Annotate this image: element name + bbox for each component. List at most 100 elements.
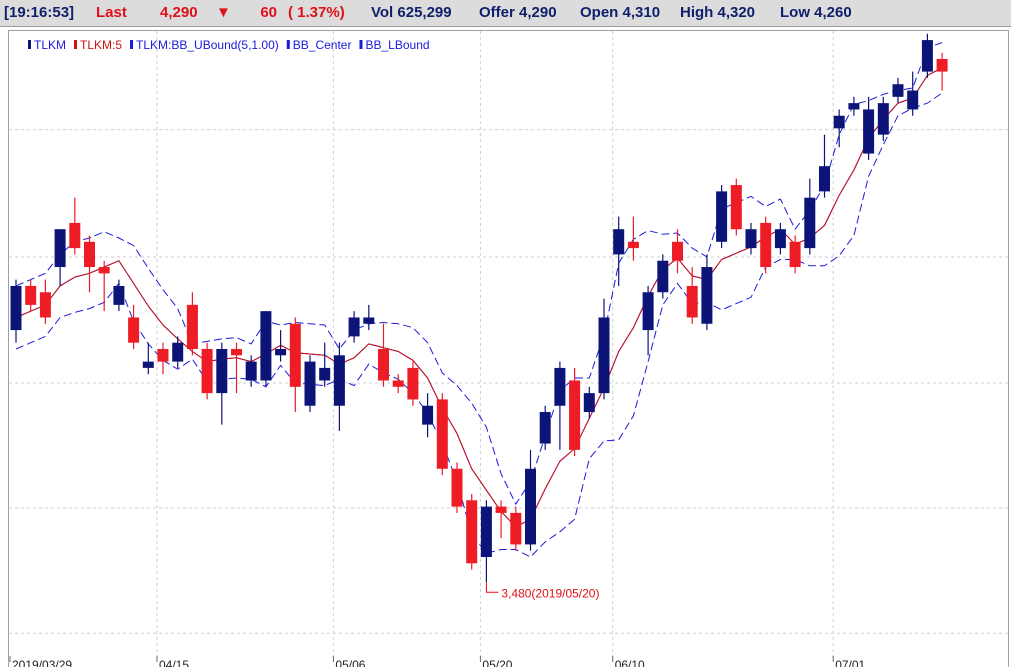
overlay-line (15, 67, 943, 528)
legend-marker (74, 40, 78, 49)
candle-body (201, 348, 213, 394)
legend-label: BB_LBound (365, 38, 429, 52)
candle-body (113, 285, 125, 305)
legend-marker (130, 40, 134, 49)
legend-label: TLKM:5 (80, 38, 122, 52)
candle-body (319, 367, 331, 381)
candle-body (936, 58, 948, 72)
candle-body (730, 185, 742, 230)
grid (9, 31, 1008, 658)
plot-frame (8, 30, 1009, 667)
candle-body (672, 241, 683, 261)
candle-body (480, 506, 492, 558)
candle-body (657, 260, 669, 293)
candle-body (745, 229, 757, 249)
header-time: [19:16:53] (4, 4, 74, 21)
candle-body (892, 84, 904, 97)
candle-body (84, 241, 95, 268)
header-volume: Vol 625,299 (371, 4, 452, 21)
legend-label: BB_Center (293, 38, 352, 52)
candle-body (686, 285, 698, 318)
candle-body (525, 468, 536, 545)
candle-body (804, 197, 816, 249)
annotation-text: 3,480(2019/05/20) (501, 586, 599, 600)
header-change-pct: ( 1.37%) (288, 4, 345, 21)
header-open: Open 4,310 (580, 4, 660, 21)
annotation-pointer (485, 582, 499, 593)
overlay-lines (15, 42, 943, 558)
candle-body (451, 468, 463, 507)
header-high: High 4,320 (680, 4, 755, 21)
candle-body (848, 103, 860, 110)
legend-marker (28, 40, 31, 49)
header-offer: Offer 4,290 (479, 4, 557, 21)
candle-body (157, 348, 169, 362)
candle-body (583, 393, 595, 413)
candle-body (554, 367, 566, 406)
x-tick-label: 05/20 (482, 658, 512, 667)
candle-body (25, 285, 37, 305)
candle-body (613, 229, 625, 255)
marks: 3,480(2019/05/20) (10, 33, 948, 600)
candle-body (260, 311, 272, 381)
candle-body (436, 399, 448, 469)
candle-body (716, 191, 728, 242)
candle-body (128, 317, 140, 343)
legend-label: TLKM (34, 38, 66, 52)
candle-body (422, 405, 434, 425)
candle-body (186, 304, 198, 349)
x-tick-label: 2019/03/29 (12, 658, 72, 667)
candle-body (760, 222, 772, 268)
x-tick-label: 04/15 (159, 658, 189, 667)
candle-body (10, 285, 22, 331)
header-arrow: ▼ (216, 4, 231, 21)
x-tick-label: 05/06 (335, 658, 365, 667)
candle-body (789, 241, 801, 268)
candle-body (598, 317, 610, 394)
candle-body (142, 361, 154, 368)
candle-body (907, 90, 919, 110)
candle-body (466, 500, 478, 564)
candle-body (245, 361, 257, 381)
header-bar (0, 0, 1011, 26)
candle-body (98, 267, 110, 274)
legend: TLKM TLKM:5 TLKM:BB_UBound(5,1.00) BB_Cente… (28, 38, 430, 52)
candle-body (69, 222, 81, 249)
candle-body (231, 348, 242, 356)
candle-body (510, 512, 522, 545)
header-low: Low 4,260 (780, 4, 852, 21)
candle-body (378, 348, 389, 381)
candle-body (348, 317, 360, 337)
header-change: 60 (260, 4, 277, 21)
overlay-line (15, 92, 943, 558)
candle-body (39, 292, 51, 318)
header-last-label: Last (96, 4, 127, 21)
candle-body (392, 380, 404, 387)
candle-body (921, 40, 933, 72)
candle-body (172, 342, 184, 362)
candle-body (275, 348, 287, 356)
candle-body (333, 355, 345, 406)
candle-body (407, 367, 419, 400)
candle-body (877, 103, 889, 135)
candle-body (833, 115, 845, 129)
legend-label: TLKM:BB_UBound(5,1.00) (136, 38, 279, 52)
overlay-line (15, 42, 943, 506)
legend-marker (359, 40, 363, 49)
candle-body (819, 166, 830, 192)
header-last: 4,290 (160, 4, 198, 21)
x-tick-label: 06/10 (615, 658, 645, 667)
candle-body (304, 361, 316, 406)
candle-body (539, 412, 551, 444)
x-tick-label: 07/01 (835, 658, 865, 667)
legend-marker (286, 40, 290, 49)
candle-body (863, 109, 875, 154)
candle-body (216, 348, 228, 394)
candle-body (701, 267, 713, 324)
candle-body (774, 229, 786, 249)
candle-body (569, 380, 581, 450)
candle-body (627, 241, 639, 249)
candle-body (54, 229, 66, 268)
